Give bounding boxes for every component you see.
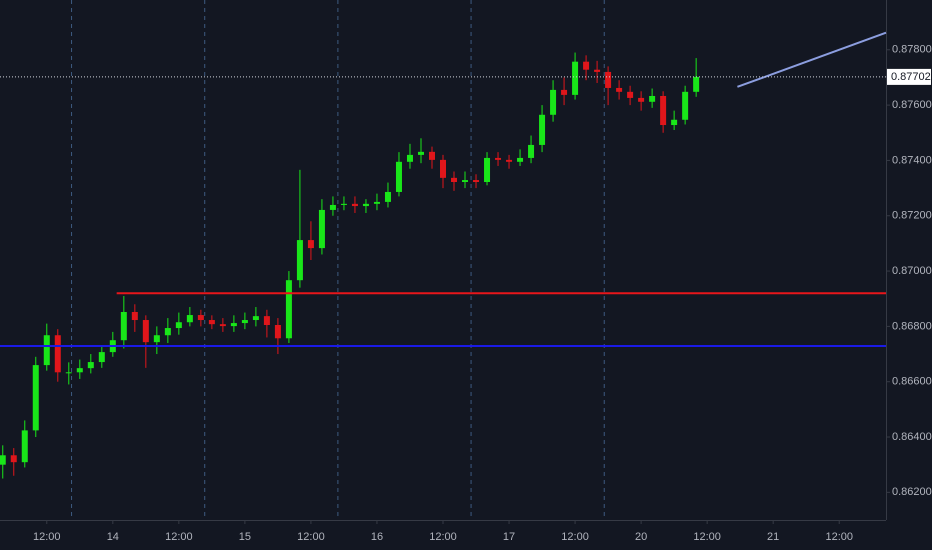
candle-body xyxy=(583,61,590,70)
x-tick-label: 17 xyxy=(503,531,515,543)
candle-body xyxy=(54,335,61,373)
y-tick-label: 0.87600 xyxy=(892,99,932,111)
x-tick-label: 12:00 xyxy=(693,531,721,543)
x-tick-label: 12:00 xyxy=(429,531,457,543)
candle-body xyxy=(638,97,645,102)
y-tick-label: 0.86600 xyxy=(892,376,932,388)
candle-body xyxy=(506,159,513,162)
candle-body xyxy=(627,91,634,98)
candle-body xyxy=(572,61,579,95)
x-tick-label: 14 xyxy=(107,531,119,543)
y-tick-label: 0.87800 xyxy=(892,44,932,56)
y-tick-label: 0.87000 xyxy=(892,265,932,277)
x-tick-label: 12:00 xyxy=(825,531,853,543)
y-tick-label: 0.87200 xyxy=(892,210,932,222)
candle-body xyxy=(241,320,248,324)
candle-body xyxy=(219,324,226,327)
candle-body xyxy=(21,430,28,463)
candle-body xyxy=(307,240,314,249)
candle-body xyxy=(208,320,215,325)
candle-body xyxy=(329,204,336,210)
x-tick-label: 12:00 xyxy=(165,531,193,543)
candle-body xyxy=(318,209,325,249)
candle-body xyxy=(285,280,292,339)
x-tick-label: 15 xyxy=(239,531,251,543)
candle-body xyxy=(660,95,667,126)
candle-body xyxy=(550,89,557,115)
candle-body xyxy=(296,240,303,281)
candle-body xyxy=(384,191,391,202)
candle-body xyxy=(671,119,678,126)
candle-body xyxy=(517,157,524,162)
candle-body xyxy=(120,312,127,341)
candle-body xyxy=(473,180,480,182)
candle-body xyxy=(395,161,402,192)
candle-body xyxy=(351,203,358,207)
candle-body xyxy=(43,335,50,366)
candle-body xyxy=(462,180,469,182)
candle-body xyxy=(417,151,424,155)
candle-body xyxy=(693,76,700,92)
candle-body xyxy=(175,322,182,329)
candle-body xyxy=(10,455,17,463)
candle-body xyxy=(142,320,149,343)
candle-body xyxy=(594,69,601,72)
candle-body xyxy=(263,316,270,325)
candle-body xyxy=(362,203,369,207)
candle-body xyxy=(197,315,204,321)
candle-body xyxy=(428,151,435,160)
x-tick-label: 12:00 xyxy=(33,531,61,543)
candle-body xyxy=(616,87,623,92)
candle-body xyxy=(274,325,281,339)
y-tick-label: 0.87400 xyxy=(892,154,932,166)
candle-body xyxy=(252,316,259,321)
candle-body xyxy=(539,114,546,145)
candle-body xyxy=(682,91,689,120)
candle-body xyxy=(76,368,83,373)
x-tick-label: 21 xyxy=(767,531,779,543)
last-price-box xyxy=(887,68,931,85)
candle-body xyxy=(98,352,105,363)
candle-body xyxy=(440,159,446,178)
x-tick-label: 16 xyxy=(371,531,383,543)
candle-body xyxy=(153,335,160,343)
y-tick-label: 0.86400 xyxy=(892,431,932,443)
candle-body xyxy=(65,372,72,374)
y-tick-label: 0.86200 xyxy=(892,486,932,498)
candle-body xyxy=(186,315,193,323)
candle-body xyxy=(131,312,138,321)
candle-body xyxy=(605,71,612,88)
candle-body xyxy=(451,177,458,182)
x-tick-label: 12:00 xyxy=(561,531,589,543)
x-tick-label: 20 xyxy=(635,531,647,543)
candle-body xyxy=(495,157,502,160)
candle-body xyxy=(561,89,568,95)
y-tick-label: 0.86800 xyxy=(892,320,932,332)
candle-body xyxy=(87,362,94,369)
candle-body xyxy=(406,154,413,162)
candle-body xyxy=(340,203,347,205)
candle-body xyxy=(230,323,237,327)
candle-body xyxy=(373,201,380,204)
trend-line xyxy=(737,31,887,88)
last-price-label: 0.87702 xyxy=(891,71,931,83)
candle-body xyxy=(0,455,6,465)
candle-body xyxy=(164,328,171,336)
candle-body xyxy=(528,144,535,158)
x-tick-label: 12:00 xyxy=(297,531,325,543)
candle-body xyxy=(32,365,39,431)
candle-body xyxy=(484,157,491,182)
candle-body xyxy=(649,95,656,102)
